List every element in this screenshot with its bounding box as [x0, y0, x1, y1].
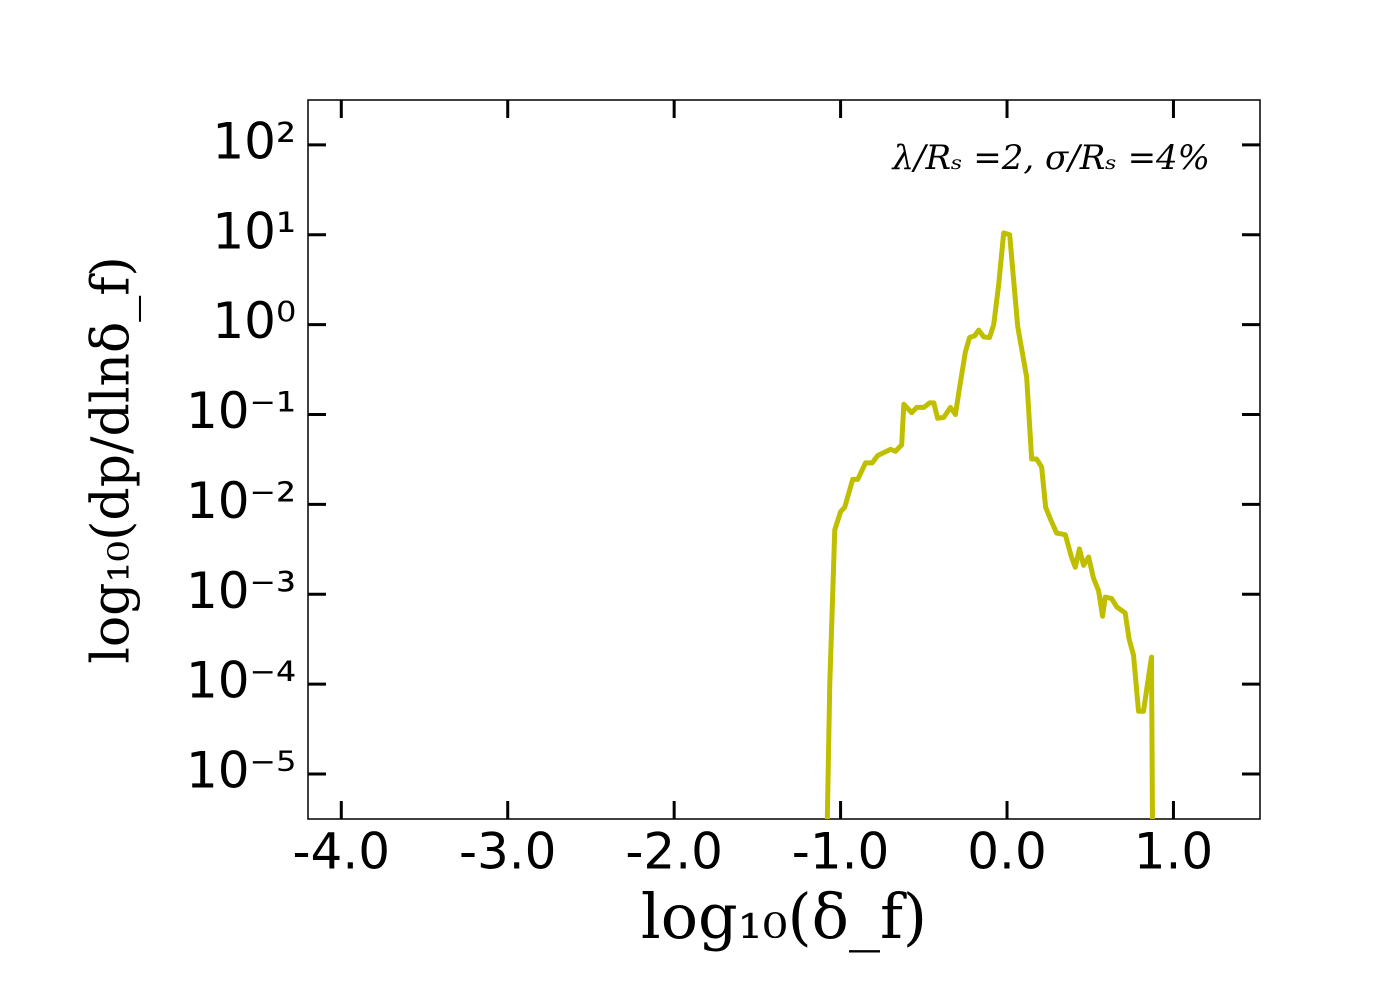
x-tick-label: -4.0: [293, 823, 391, 881]
y-tick-label: 10²: [212, 112, 296, 170]
y-axis-label: log₁₀(dp/dlnδ_f): [82, 256, 142, 664]
x-axis-label: log₁₀(δ_f): [641, 880, 927, 953]
y-tick-label: 10⁻⁵: [186, 742, 296, 800]
y-tick-label: 10⁻¹: [186, 382, 296, 440]
x-tick-label: -2.0: [625, 823, 723, 881]
y-tick-label: 10¹: [212, 202, 296, 260]
annotation: λ/Rₛ =2, σ/Rₛ =4%: [890, 138, 1210, 178]
data-line: [824, 230, 1155, 819]
y-tick-label: 10⁻⁴: [186, 652, 296, 710]
x-tick-label: 1.0: [1134, 823, 1214, 881]
x-tick-label: -3.0: [459, 823, 557, 881]
y-tick-label: 10⁰: [212, 292, 296, 350]
y-tick-label: 10⁻³: [186, 562, 296, 620]
plot-frame: [307, 99, 1261, 820]
x-tick-label: 0.0: [967, 823, 1047, 881]
y-tick-label: 10⁻²: [186, 472, 296, 530]
x-tick-label: -1.0: [792, 823, 890, 881]
